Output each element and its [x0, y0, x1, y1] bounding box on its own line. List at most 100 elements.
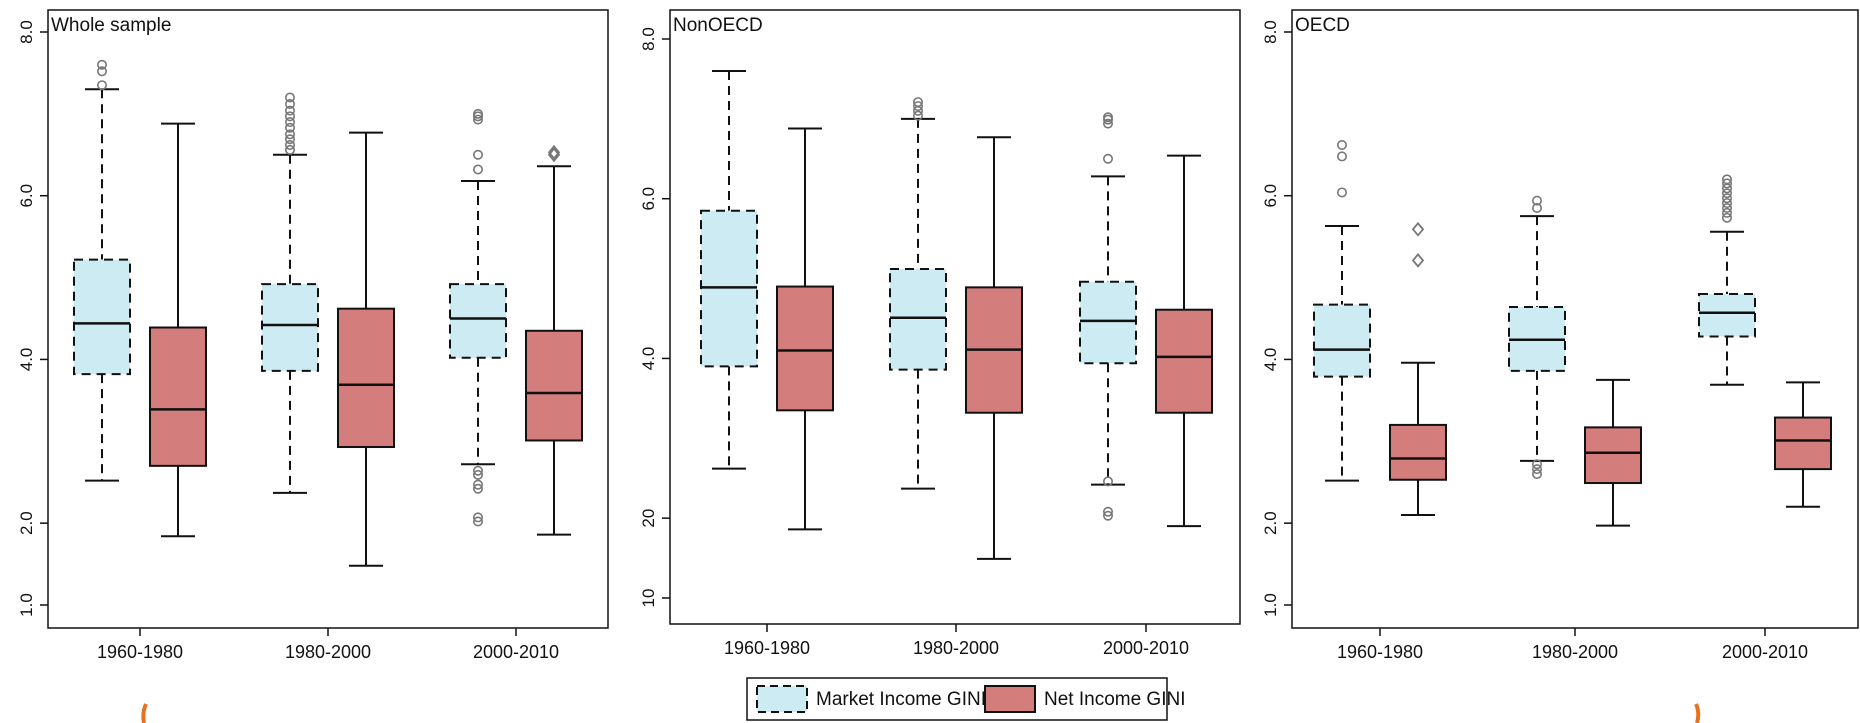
box-iqr: [1313, 303, 1371, 378]
market-income-box: [1698, 174, 1756, 386]
net-income-box: [776, 127, 834, 531]
x-tick-label: 1960-1980: [1337, 642, 1423, 662]
box-iqr: [73, 258, 131, 376]
outlier-point: [284, 105, 295, 116]
outlier-point: [472, 465, 483, 476]
net-income-box: [149, 122, 207, 538]
outlier-point: [912, 101, 923, 112]
y-tick-label: 8.0: [639, 27, 658, 51]
x-tick-label: 2000-2010: [473, 642, 559, 662]
net-income-box: [965, 136, 1023, 560]
x-tick-label: 1960-1980: [97, 642, 183, 662]
outlier-point: [1722, 193, 1733, 204]
outlier-point: [284, 122, 295, 133]
box-iqr: [149, 326, 207, 467]
outlier-point: [1722, 188, 1733, 199]
outlier-point: [1337, 151, 1348, 162]
outlier-point: [1532, 195, 1543, 206]
net-income-box: [1584, 378, 1642, 527]
outlier-point: [1411, 221, 1425, 237]
outlier-point: [1532, 469, 1543, 480]
panel-title: NonOECD: [673, 15, 763, 36]
outlier-point: [472, 469, 483, 480]
box-iqr: [449, 283, 507, 359]
outlier-point: [1103, 112, 1114, 123]
y-tick-label: 1.0: [1261, 593, 1280, 617]
outlier-point: [472, 512, 483, 523]
decorative-arc-left: [141, 703, 148, 723]
y-tick-label: 8.0: [17, 20, 36, 44]
outlier-point: [1532, 464, 1543, 475]
panels-layer: Whole sample 1.0 2.0 4.0 6.0 8.0 1960-1980 1980…: [17, 9, 1859, 662]
x-tick-label: 1980-2000: [285, 642, 371, 662]
market-income-box: [73, 59, 131, 482]
outlier-point: [1337, 139, 1348, 150]
legend-swatch-net: [984, 685, 1036, 713]
plot-frame: [669, 9, 1241, 625]
legend-swatch-market: [756, 685, 808, 713]
panel-2: NonOECD 10 20 4.0 6.0 8.0 1960-1980 1980-2000 20…: [639, 9, 1241, 658]
outlier-point: [1532, 202, 1543, 213]
outlier-point: [547, 147, 561, 163]
y-tick-label: 6.0: [17, 184, 36, 208]
outlier-point: [472, 479, 483, 490]
box-iqr: [1079, 280, 1137, 365]
x-tick-label: 2000-2010: [1103, 638, 1189, 658]
net-income-box: [1774, 381, 1832, 508]
panel-3: OECD 1.0 2.0 4.0 6.0 8.0 1960-1980 1980-2000 200…: [1261, 9, 1859, 662]
box-iqr: [1584, 426, 1642, 485]
outlier-point: [912, 97, 923, 108]
outlier-point: [912, 110, 923, 121]
outlier-point: [1411, 252, 1425, 268]
y-tick-label: 20: [639, 509, 658, 528]
outlier-point: [284, 99, 295, 110]
outlier-point: [284, 144, 295, 155]
x-tick-label: 1960-1980: [724, 638, 810, 658]
x-tick-label: 2000-2010: [1722, 642, 1808, 662]
box-iqr: [525, 329, 583, 442]
outlier-point: [284, 134, 295, 145]
outlier-point: [472, 149, 483, 160]
outlier-point: [1103, 153, 1114, 164]
y-tick-label: 6.0: [639, 187, 658, 211]
net-income-box: [337, 131, 395, 567]
outlier-point: [97, 66, 108, 77]
outlier-point: [1722, 174, 1733, 185]
y-tick-label: 2.0: [1261, 511, 1280, 535]
outlier-point: [472, 164, 483, 175]
x-tick-label: 1980-2000: [913, 638, 999, 658]
y-tick-label: 2.0: [17, 511, 36, 535]
decorative-arc-right: [1694, 703, 1701, 723]
outlier-point: [97, 80, 108, 91]
outlier-point: [472, 108, 483, 119]
y-tick-label: 4.0: [17, 348, 36, 372]
outlier-point: [1722, 207, 1733, 218]
outlier-point: [1722, 198, 1733, 209]
net-income-box: [1389, 221, 1447, 516]
outlier-point: [284, 129, 295, 140]
legend-label-net: Net Income GINI: [1044, 689, 1186, 710]
outlier-point: [1337, 187, 1348, 198]
outlier-point: [472, 516, 483, 527]
x-tick-label: 1980-2000: [1532, 642, 1618, 662]
market-income-box: [700, 69, 758, 470]
outlier-point: [284, 139, 295, 150]
box-iqr: [776, 285, 834, 412]
market-income-box: [889, 97, 947, 490]
outlier-point: [472, 114, 483, 125]
net-income-box: [1155, 154, 1213, 528]
market-income-box: [1313, 139, 1371, 482]
y-tick-label: 10: [639, 589, 658, 608]
outlier-point: [1103, 118, 1114, 129]
outlier-point: [547, 144, 561, 160]
outlier-point: [284, 117, 295, 128]
y-tick-label: 1.0: [17, 593, 36, 617]
y-tick-label: 8.0: [1261, 20, 1280, 44]
box-iqr: [1155, 308, 1213, 414]
box-iqr: [889, 267, 947, 371]
outlier-point: [1103, 506, 1114, 517]
market-income-box: [261, 92, 319, 494]
outlier-point: [1103, 476, 1114, 487]
box-iqr: [337, 307, 395, 449]
